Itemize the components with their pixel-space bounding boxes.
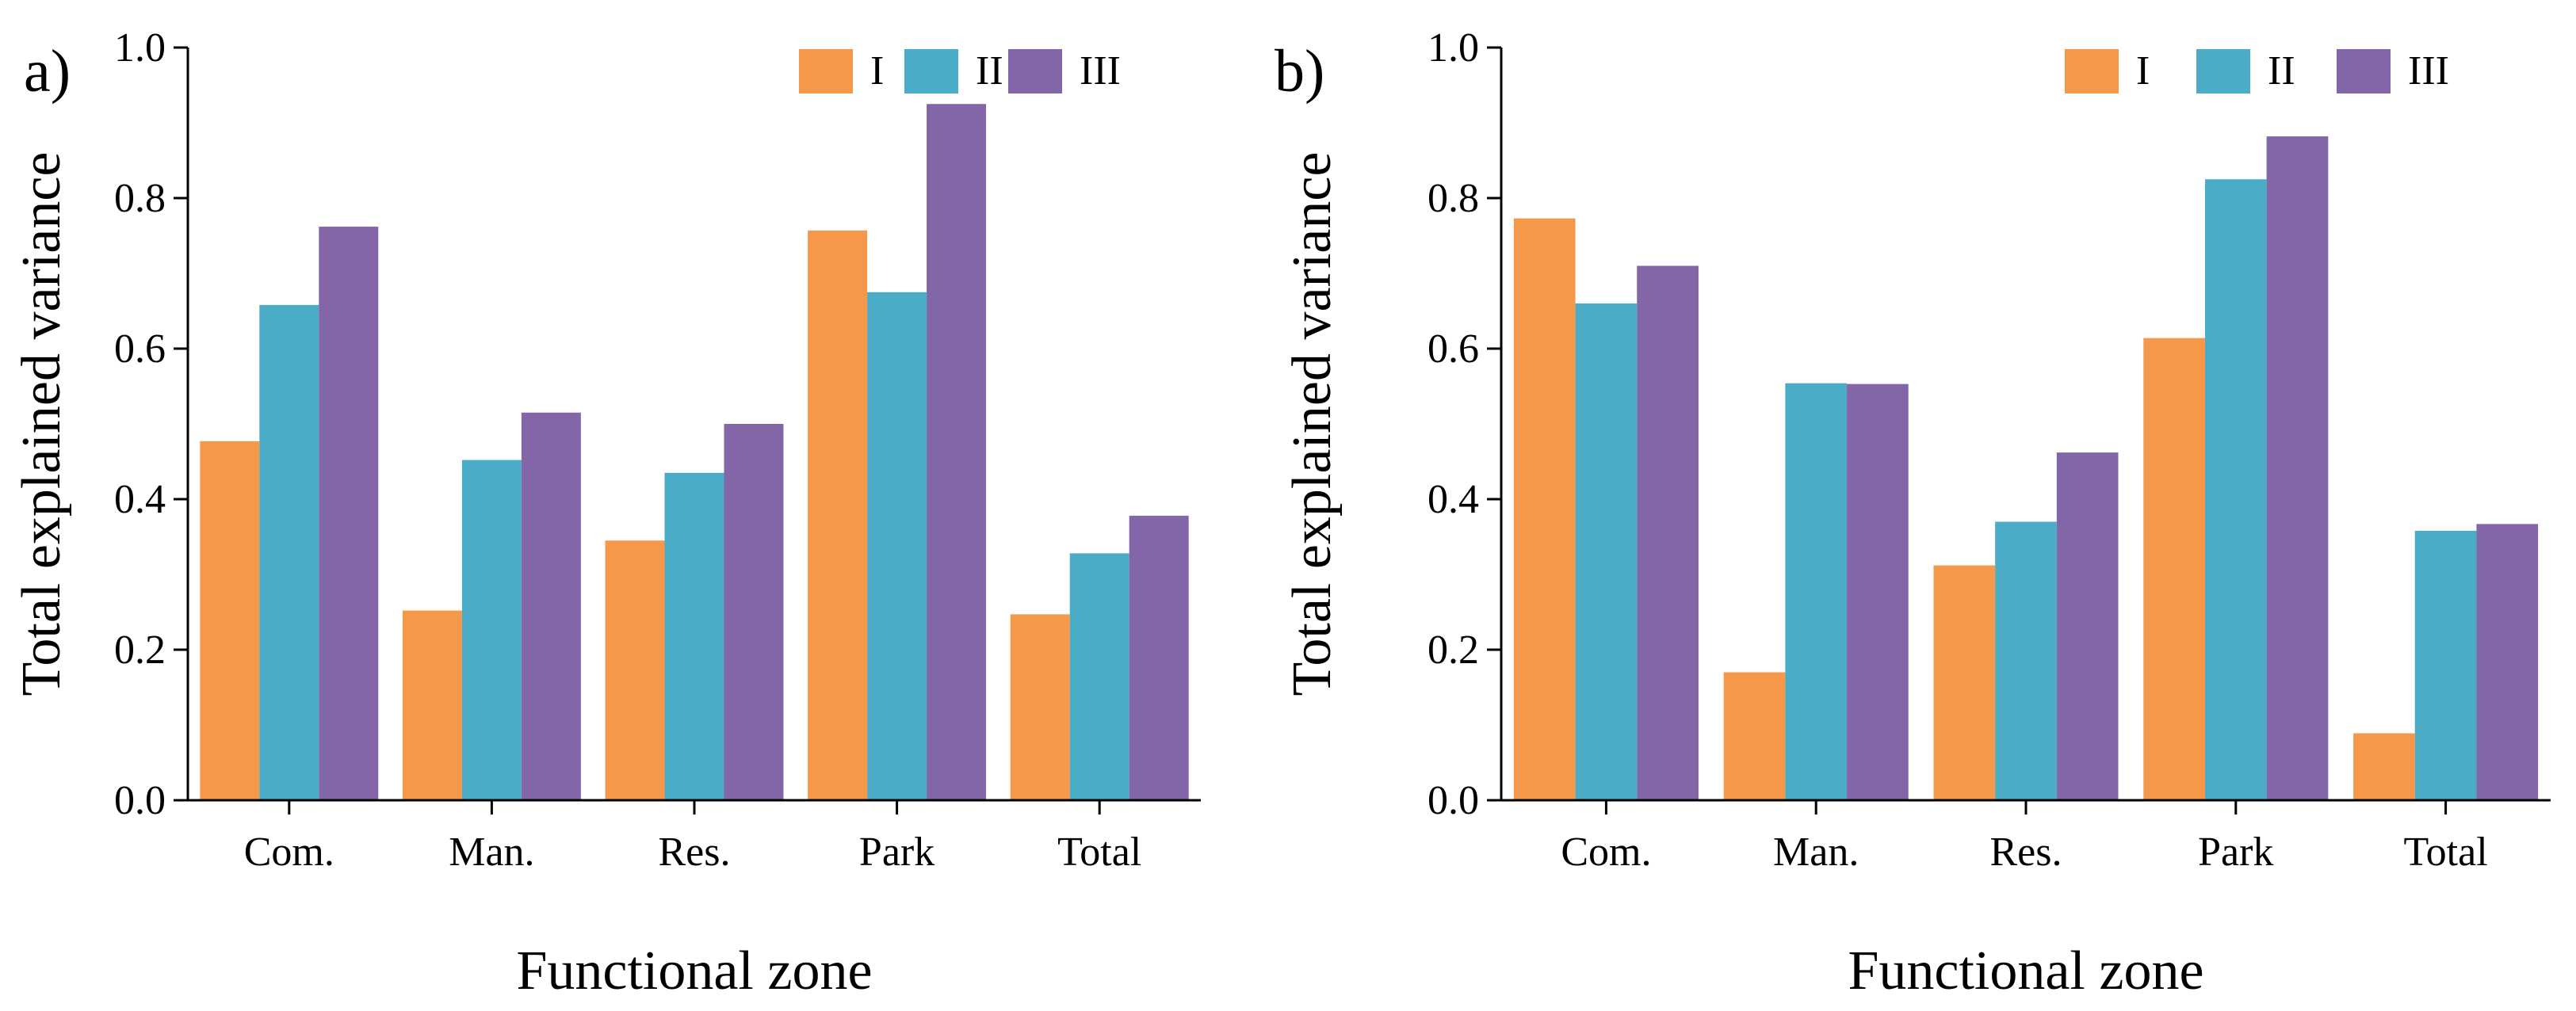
y-tick-label-b-1: 0.2 — [1428, 628, 1479, 673]
x-tick-label-b-2: Res. — [1990, 830, 2062, 875]
bar-a-res-i — [605, 540, 665, 800]
x-axis-title-b: Functional zone — [1848, 940, 2203, 1001]
y-tick-label-b-2: 0.4 — [1428, 477, 1479, 522]
legend-label-b-i: I — [2136, 48, 2150, 93]
bar-b-park-iii — [2266, 136, 2329, 801]
bar-a-total-i — [1010, 614, 1070, 800]
x-tick-label-a-1: Man. — [449, 830, 534, 875]
legend-label-a-i: I — [870, 48, 884, 93]
panel-label-a: a) — [24, 38, 71, 105]
y-tick-label-a-0: 0.0 — [114, 778, 166, 823]
legend-label-b-iii: III — [2408, 48, 2449, 93]
bar-b-man-iii — [1847, 383, 1909, 800]
x-tick-label-a-2: Res. — [659, 830, 731, 875]
bar-b-park-ii — [2204, 179, 2267, 800]
y-tick-label-a-1: 0.2 — [114, 628, 166, 673]
bar-b-res-ii — [1995, 521, 2057, 800]
x-tick-label-a-3: Park — [859, 830, 934, 875]
legend-swatch-a-iii — [1008, 49, 1062, 93]
legend-swatch-b-iii — [2337, 49, 2391, 93]
bar-b-park-i — [2143, 338, 2205, 800]
x-tick-label-a-4: Total — [1057, 830, 1141, 875]
bar-a-res-ii — [664, 472, 724, 800]
legend-label-a-iii: III — [1080, 48, 1121, 93]
bar-a-total-iii — [1129, 515, 1189, 800]
x-tick-label-b-4: Total — [2404, 830, 2488, 875]
bar-b-man-i — [1723, 672, 1786, 800]
bar-b-res-i — [1933, 565, 1996, 800]
bar-a-man-i — [402, 610, 462, 800]
bar-b-com-iii — [1637, 265, 1699, 800]
bar-a-com-i — [200, 441, 260, 800]
panel-label-b: b) — [1275, 38, 1324, 105]
bar-b-com-ii — [1575, 303, 1638, 800]
bar-b-res-iii — [2056, 452, 2119, 800]
y-tick-label-b-3: 0.6 — [1428, 326, 1479, 372]
x-tick-label-b-1: Man. — [1773, 830, 1859, 875]
legend-swatch-a-ii — [904, 49, 958, 93]
y-tick-label-b-0: 0.0 — [1428, 778, 1479, 823]
y-axis-title-a: Total explained variance — [11, 152, 72, 696]
bar-b-total-ii — [2414, 530, 2477, 800]
legend-swatch-b-i — [2065, 49, 2119, 93]
bar-a-man-ii — [461, 460, 522, 800]
bar-b-total-iii — [2476, 524, 2539, 800]
bar-a-total-ii — [1069, 553, 1129, 800]
y-tick-label-a-4: 0.8 — [114, 176, 166, 221]
y-tick-label-b-5: 1.0 — [1428, 25, 1479, 71]
y-tick-label-a-3: 0.6 — [114, 326, 166, 372]
chart-panel-b: b) 0.0 0.2 0.4 0.6 0.8 1.0 Com. Man. Res. Park Tota… — [1275, 25, 2551, 1001]
legend-swatch-a-i — [799, 49, 853, 93]
bar-b-man-ii — [1785, 383, 1848, 800]
y-axis-title-b: Total explained variance — [1282, 152, 1343, 696]
bar-a-park-iii — [927, 104, 987, 800]
y-tick-label-a-2: 0.4 — [114, 477, 166, 522]
x-tick-label-a-0: Com. — [244, 830, 334, 875]
legend-label-b-ii: II — [2268, 48, 2295, 93]
bar-a-com-iii — [319, 227, 379, 801]
bar-a-res-iii — [724, 424, 784, 800]
bar-a-com-ii — [259, 304, 319, 800]
bar-a-man-iii — [521, 412, 581, 800]
legend-swatch-b-ii — [2196, 49, 2250, 93]
x-axis-title-a: Functional zone — [516, 940, 872, 1001]
bar-a-park-ii — [867, 292, 927, 800]
bar-b-com-i — [1513, 218, 1576, 800]
chart-panel-a: a) 0.0 0.2 0.4 0.6 0.8 1.0 Com. Man. Res. Park Tota… — [11, 25, 1201, 1001]
y-tick-label-b-4: 0.8 — [1428, 176, 1479, 221]
y-tick-label-a-5: 1.0 — [114, 25, 166, 71]
x-tick-label-b-3: Park — [2198, 830, 2273, 875]
bar-a-park-i — [808, 230, 868, 801]
legend-label-a-ii: II — [976, 48, 1003, 93]
x-tick-label-b-0: Com. — [1561, 830, 1651, 875]
bar-b-total-i — [2353, 733, 2415, 800]
